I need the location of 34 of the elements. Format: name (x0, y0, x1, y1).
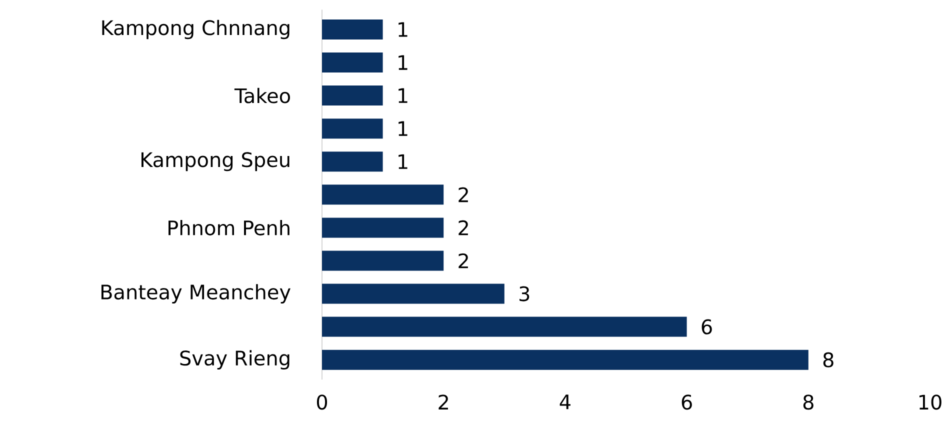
y-tick-label: Svay Rieng (180, 350, 290, 370)
data-label: 1 (398, 55, 408, 70)
bar (322, 52, 383, 73)
data-label: 1 (398, 88, 408, 103)
y-tick-label: Phnom Penh (168, 220, 290, 236)
data-label: 2 (458, 253, 468, 268)
bar (322, 218, 444, 238)
data-label: 8 (823, 352, 834, 368)
bar (322, 86, 383, 106)
bar (322, 350, 808, 370)
bar (322, 250, 444, 271)
y-tick-label: Takeo (234, 88, 290, 104)
bar (322, 284, 504, 304)
bar (322, 118, 383, 139)
x-tick-label: 4 (560, 394, 570, 410)
bar (322, 184, 444, 205)
x-tick-label: 10 (919, 394, 942, 410)
x-tick-label: 6 (682, 394, 692, 410)
data-label: 1 (398, 22, 408, 37)
x-tick-label: 2 (438, 394, 448, 410)
bar (322, 316, 687, 337)
data-label: 2 (458, 187, 468, 202)
y-tick-label: Kampong Chnnang (102, 20, 290, 40)
x-tick-label: 0 (316, 394, 328, 410)
data-label: 1 (398, 121, 408, 136)
x-tick-label: 8 (803, 394, 814, 410)
data-label: 2 (458, 220, 468, 236)
bar (322, 152, 383, 172)
y-tick-label: Kampong Speu (142, 152, 290, 172)
bar (322, 19, 383, 40)
data-label: 3 (520, 286, 530, 302)
data-label: 1 (398, 154, 408, 169)
y-tick-label: Banteay Meanchey (101, 284, 290, 304)
data-label: 6 (702, 319, 712, 334)
